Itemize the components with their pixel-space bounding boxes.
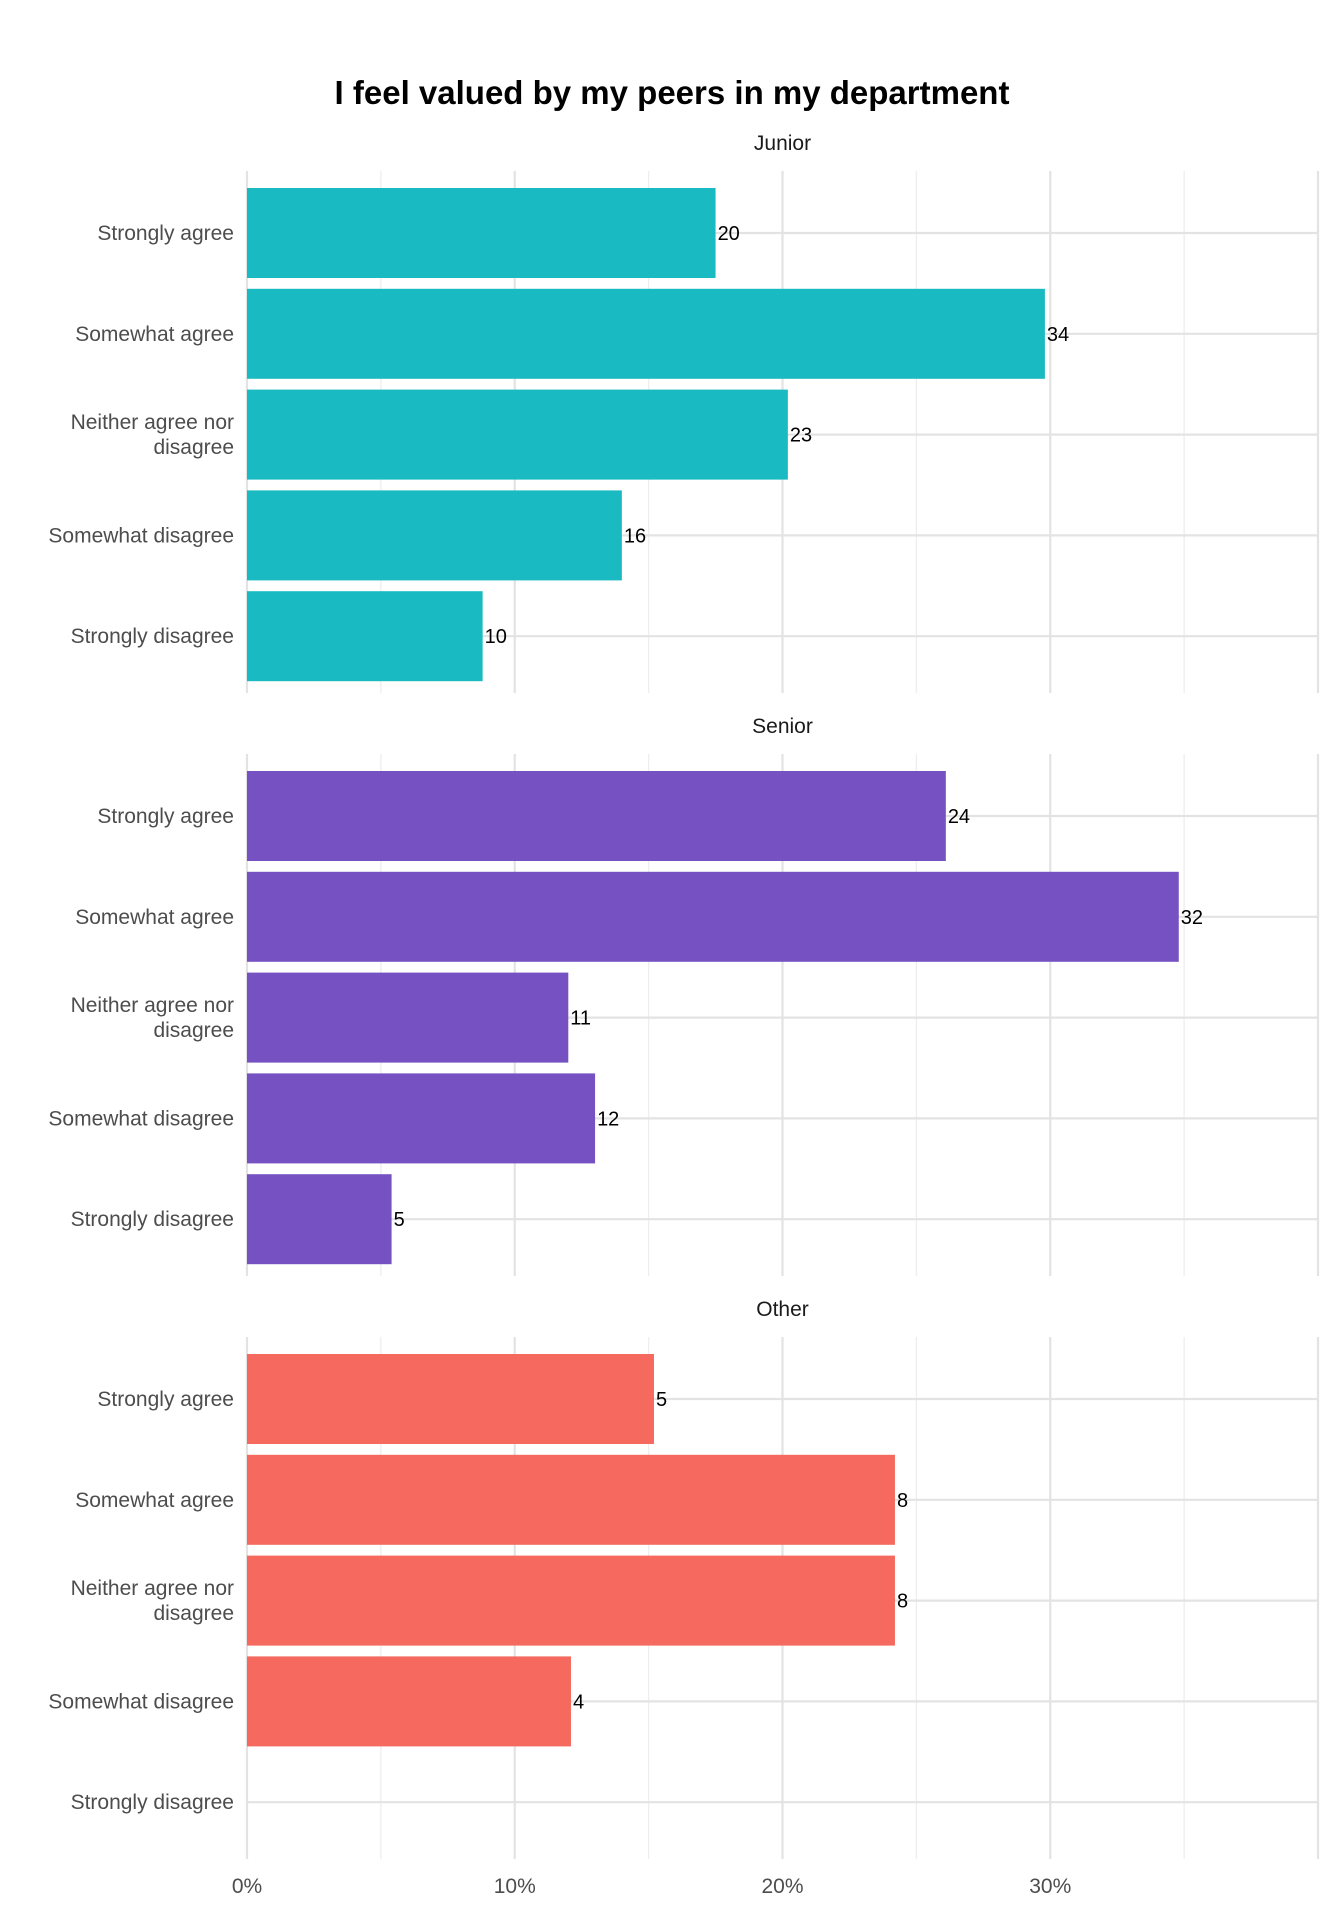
chart-panels: Junior Strongly agree 20 Somewhat agree 34 Ne…: [48, 132, 1320, 1859]
bar: [247, 188, 716, 278]
data-label: 34: [1047, 324, 1069, 346]
data-label: 11: [570, 1008, 591, 1030]
data-label: 10: [485, 626, 507, 648]
category-label: Strongly disagree: [71, 625, 234, 648]
panel-senior: Senior Strongly agree 24 Somewhat agree 32 Ne…: [48, 715, 1320, 1276]
data-label: 20: [718, 223, 740, 245]
category-label: Somewhat agree: [75, 1489, 234, 1512]
data-label: 5: [656, 1389, 667, 1411]
bar: [247, 1555, 895, 1646]
category-label: Neither agree nor disagree: [71, 1577, 234, 1625]
category-label: Strongly agree: [97, 222, 234, 245]
bar: [247, 1354, 654, 1444]
bar: [247, 771, 946, 861]
bar: [247, 288, 1045, 379]
x-tick-label: 30%: [1029, 1875, 1071, 1898]
category-label: Somewhat disagree: [48, 1690, 234, 1713]
category-label: Somewhat agree: [75, 906, 234, 929]
data-label: 4: [573, 1691, 584, 1713]
facet-label: Junior: [754, 132, 811, 155]
category-label: Strongly agree: [97, 805, 234, 828]
bar: [247, 389, 788, 480]
panel-other: Other Strongly agree 5 Somewhat agree 8 Neith…: [48, 1298, 1320, 1859]
category-label: Somewhat disagree: [48, 524, 234, 547]
chart-title: I feel valued by my peers in my departme…: [335, 74, 1010, 111]
x-axis: 0% 10% 20% 30%: [232, 1875, 1071, 1898]
x-tick-label: 0%: [232, 1875, 262, 1898]
data-label: 23: [790, 425, 812, 447]
category-label: Strongly disagree: [71, 1791, 234, 1814]
bar: [247, 1174, 392, 1265]
bar: [247, 490, 622, 581]
data-label: 5: [394, 1209, 405, 1231]
x-tick-label: 20%: [761, 1875, 803, 1898]
x-tick-label: 10%: [494, 1875, 536, 1898]
data-label: 24: [948, 806, 970, 828]
category-label: Strongly disagree: [71, 1208, 234, 1231]
data-label: 32: [1181, 907, 1203, 929]
bar: [247, 871, 1179, 962]
facet-label: Senior: [752, 715, 813, 738]
bar: [247, 1656, 571, 1747]
data-label: 16: [624, 525, 646, 547]
data-label: 8: [897, 1591, 908, 1613]
bar: [247, 591, 483, 682]
bar: [247, 1454, 895, 1545]
category-label: Neither agree nor disagree: [71, 994, 234, 1042]
bar: [247, 1073, 596, 1164]
category-label: Somewhat agree: [75, 323, 234, 346]
category-label: Neither agree nor disagree: [71, 411, 234, 459]
facet-label: Other: [756, 1298, 809, 1321]
bar: [247, 972, 569, 1063]
data-label: 8: [897, 1490, 908, 1512]
data-label: 12: [597, 1108, 619, 1130]
category-label: Somewhat disagree: [48, 1107, 234, 1130]
category-label: Strongly agree: [97, 1388, 234, 1411]
panel-junior: Junior Strongly agree 20 Somewhat agree 34 Ne…: [48, 132, 1320, 693]
